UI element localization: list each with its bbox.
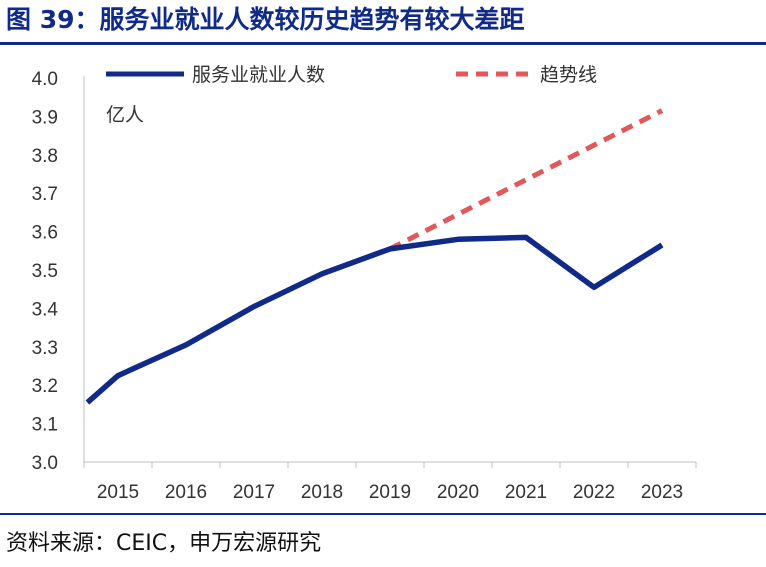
x-tick-label: 2023 [641,482,683,503]
unit-label: 亿人 [106,104,144,126]
y-tick-label: 3.6 [32,223,58,244]
x-tick-label: 2022 [573,482,615,503]
chart-axes [83,76,697,468]
x-tick-label: 2017 [233,482,275,503]
x-tick-label: 2016 [165,482,207,503]
legend-label: 服务业就业人数 [192,64,325,86]
y-tick-label: 3.2 [32,376,58,397]
chart-series [85,108,664,405]
source-divider [0,513,766,515]
figure-title: 图 39：服务业就业人数较历史趋势有较大差距 [6,5,525,34]
x-tick-label: 2020 [437,482,479,503]
y-tick-label: 3.0 [32,453,58,474]
y-tick-label: 3.8 [32,146,58,167]
y-tick-label: 3.1 [32,415,58,436]
legend-label: 趋势线 [540,64,597,86]
x-tick-label: 2021 [505,482,547,503]
y-tick-label: 4.0 [32,69,58,90]
x-tick-label: 2018 [301,482,343,503]
x-tick-label: 2019 [369,482,411,503]
y-tick-label: 3.5 [32,261,58,282]
service-employment-line [85,234,664,405]
y-tick-label: 3.4 [32,299,59,320]
y-tick-label: 3.9 [32,107,58,128]
line-chart: 3.03.13.23.33.43.53.63.73.83.94.0 2015 20… [32,64,697,503]
y-tick-label: 3.7 [32,184,58,205]
x-tick-label: 2015 [97,482,139,503]
y-tick-labels: 3.0 3.1 3.2 3.3 3.4 3.5 3.6 3.7 3.8 3.9 4.0 [32,69,59,474]
title-divider [0,42,766,45]
trend-line [388,108,664,252]
source-note: 资料来源：CEIC，申万宏源研究 [6,531,322,556]
x-tick-labels: 2015 2016 2017 2018 2019 2020 2021 2022 2023 [97,482,683,503]
chart-legend: 服务业就业人数 趋势线 [106,64,597,86]
y-tick-label: 3.3 [32,338,58,359]
